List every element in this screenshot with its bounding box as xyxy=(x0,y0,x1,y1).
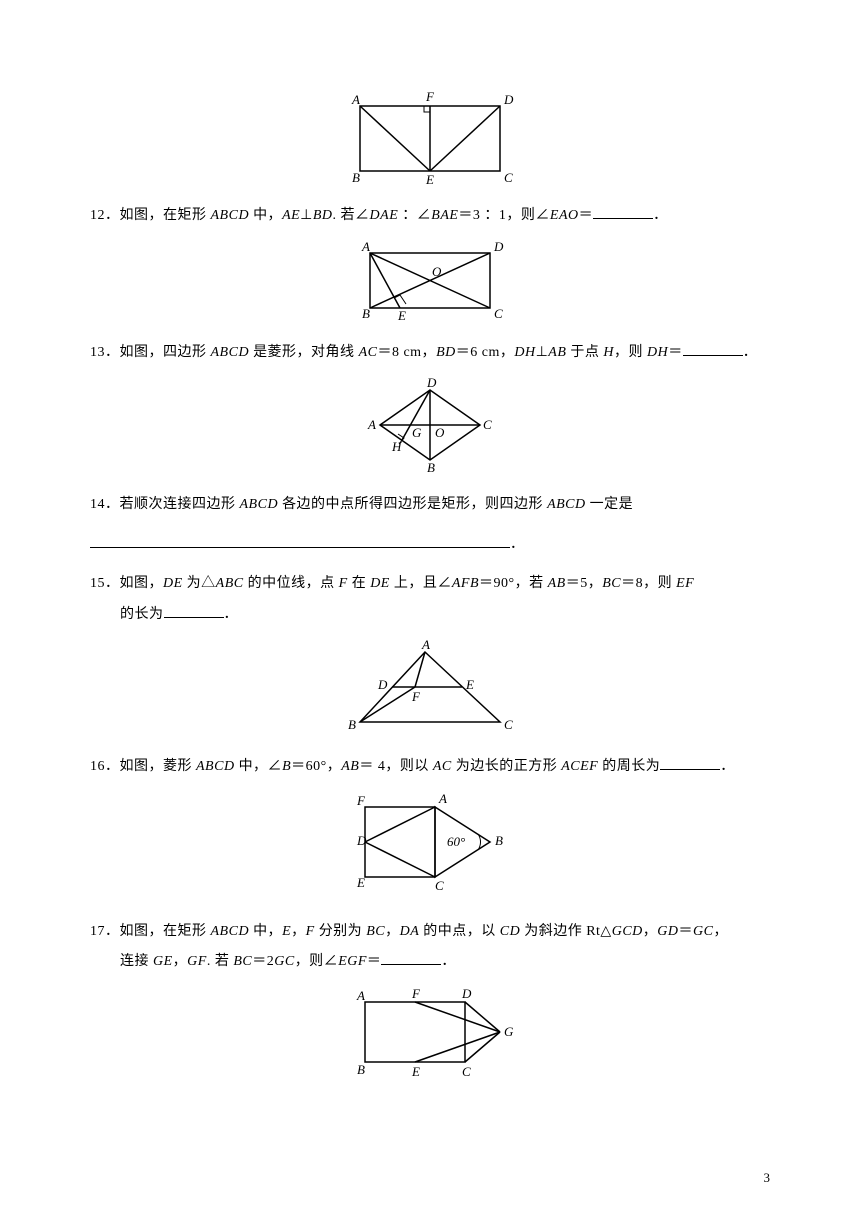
label-f: F xyxy=(356,793,366,808)
q15-text-line2: 的长为． xyxy=(90,600,770,631)
label-o: O xyxy=(432,264,442,279)
label-c: C xyxy=(435,878,444,893)
q16-blank xyxy=(660,756,720,770)
q13-blank xyxy=(683,342,743,356)
label-o: O xyxy=(435,425,445,440)
label-d: D xyxy=(461,986,472,1001)
figure-q16: F A D B E C 60° xyxy=(90,789,770,899)
label-d: D xyxy=(377,677,388,692)
label-e: E xyxy=(425,172,434,186)
label-e: E xyxy=(465,677,474,692)
label-d: D xyxy=(356,833,367,848)
label-b: B xyxy=(348,717,356,732)
q15-blank xyxy=(164,604,224,618)
q17-text-line2: 连接 GE，GF. 若 BC＝2GC，则∠EGF＝． xyxy=(90,947,770,978)
label-b: B xyxy=(427,460,435,475)
label-f: F xyxy=(411,689,421,704)
figure-q12: A D B C E O xyxy=(90,238,770,328)
label-g: G xyxy=(504,1024,514,1039)
question-14: 14．若顺次连接四边形 ABCD 各边的中点所得四边形是矩形，则四边形 ABCD… xyxy=(90,490,770,562)
label-b: B xyxy=(495,833,503,848)
label-a: A xyxy=(438,791,447,806)
q17-blank xyxy=(381,951,441,965)
figure-q13: A C D B G O H xyxy=(90,375,770,480)
label-f: F xyxy=(411,986,421,1001)
question-17: 17．如图，在矩形 ABCD 中，E，F 分别为 BC，DA 的中点，以 CD … xyxy=(90,917,770,1085)
label-d: D xyxy=(493,239,504,254)
label-c: C xyxy=(483,417,492,432)
question-15: 15．如图，DE 为△ABC 的中位线，点 F 在 DE 上，且∠AFB＝90°… xyxy=(90,569,770,742)
label-e: E xyxy=(411,1064,420,1079)
figure-q15: A B C D E F xyxy=(90,637,770,742)
label-b: B xyxy=(352,170,360,185)
label-c: C xyxy=(462,1064,471,1079)
label-a: A xyxy=(361,239,370,254)
label-c: C xyxy=(504,717,513,732)
label-angle: 60° xyxy=(447,834,465,849)
page-number: 3 xyxy=(764,1170,771,1186)
question-12: 12．如图，在矩形 ABCD 中，AE⊥BD. 若∠DAE ：∠BAE＝3 ：1… xyxy=(90,201,770,328)
question-13: 13．如图，四边形 ABCD 是菱形，对角线 AC＝8 cm，BD＝6 cm，D… xyxy=(90,338,770,480)
label-a: A xyxy=(351,92,360,107)
label-a: A xyxy=(421,637,430,652)
label-e: E xyxy=(397,308,406,323)
q15-text-line1: 15．如图，DE 为△ABC 的中位线，点 F 在 DE 上，且∠AFB＝90°… xyxy=(90,569,770,600)
q14-text: 14．若顺次连接四边形 ABCD 各边的中点所得四边形是矩形，则四边形 ABCD… xyxy=(90,490,770,521)
q14-blank-line: ． xyxy=(90,520,770,561)
label-a: A xyxy=(356,988,365,1003)
label-d: D xyxy=(426,375,437,390)
label-f: F xyxy=(425,89,435,104)
label-b: B xyxy=(362,306,370,321)
label-g: G xyxy=(412,425,422,440)
label-a: A xyxy=(367,417,376,432)
label-b: B xyxy=(357,1062,365,1077)
q13-text: 13．如图，四边形 ABCD 是菱形，对角线 AC＝8 cm，BD＝6 cm，D… xyxy=(90,338,770,369)
q14-blank xyxy=(90,534,510,548)
label-h: H xyxy=(391,439,402,454)
label-d: D xyxy=(503,92,514,107)
label-c: C xyxy=(504,170,513,185)
q16-text: 16．如图，菱形 ABCD 中，∠B＝60°，AB＝ 4，则以 AC 为边长的正… xyxy=(90,752,770,783)
figure-q17: A F D G B E C xyxy=(90,984,770,1084)
q17-text-line1: 17．如图，在矩形 ABCD 中，E，F 分别为 BC，DA 的中点，以 CD … xyxy=(90,917,770,948)
label-e: E xyxy=(356,875,365,890)
question-16: 16．如图，菱形 ABCD 中，∠B＝60°，AB＝ 4，则以 AC 为边长的正… xyxy=(90,752,770,899)
q12-text: 12．如图，在矩形 ABCD 中，AE⊥BD. 若∠DAE ：∠BAE＝3 ：1… xyxy=(90,201,770,232)
q12-blank xyxy=(593,205,653,219)
figure-q11: A F D B E C xyxy=(90,86,770,191)
label-c: C xyxy=(494,306,503,321)
